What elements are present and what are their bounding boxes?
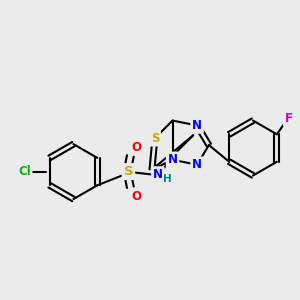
Text: Cl: Cl: [18, 165, 31, 178]
Text: O: O: [131, 141, 141, 154]
Text: O: O: [131, 190, 141, 202]
Text: N: N: [153, 168, 163, 181]
Text: N: N: [192, 119, 202, 132]
Text: H: H: [163, 174, 172, 184]
Text: F: F: [285, 112, 292, 125]
Text: N: N: [168, 153, 178, 166]
Text: S: S: [151, 132, 159, 145]
Text: N: N: [192, 158, 202, 171]
Text: S: S: [124, 165, 133, 178]
